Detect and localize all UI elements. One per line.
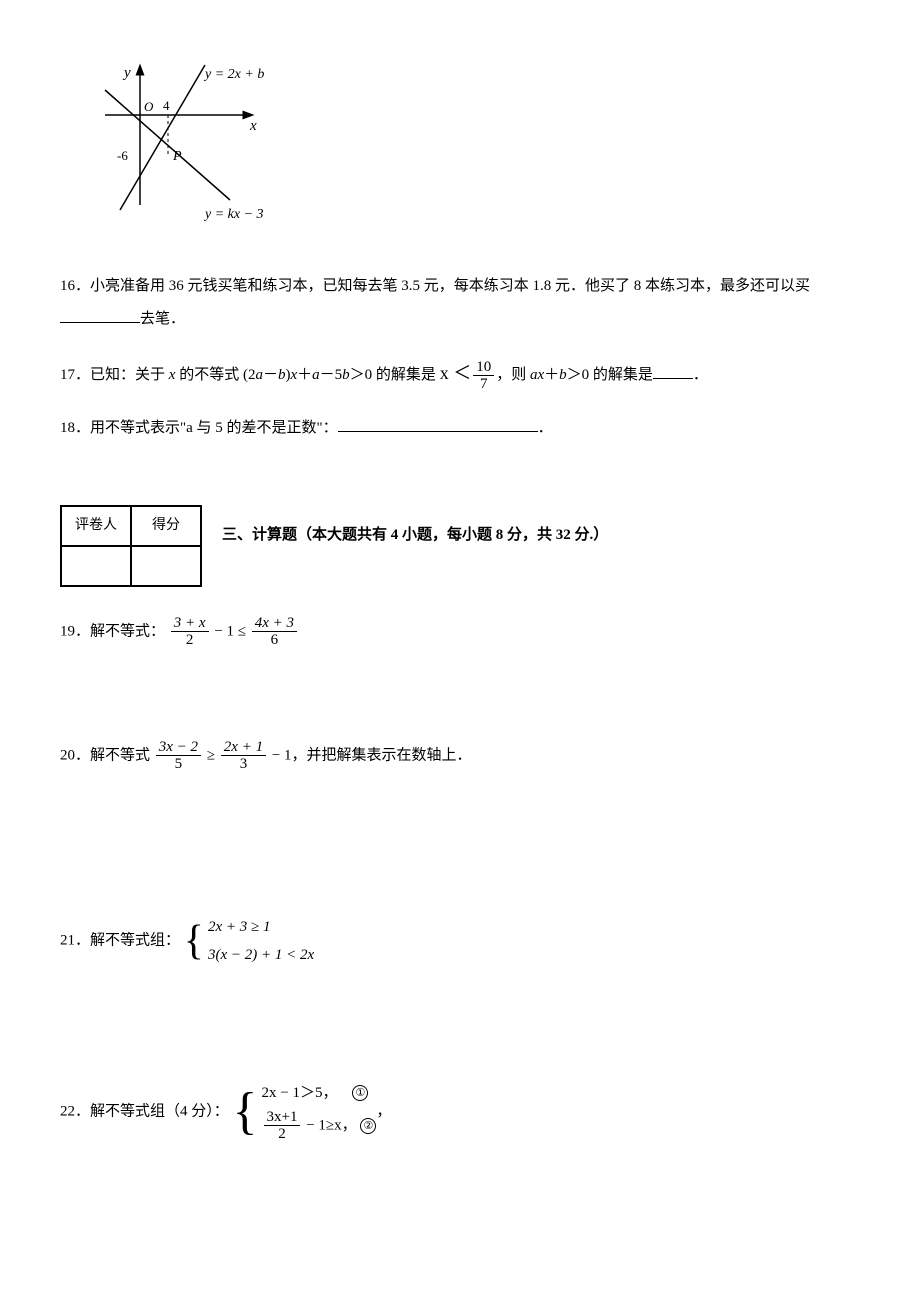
q17-number: 17． xyxy=(60,367,90,383)
line1-label: y = 2x + b xyxy=(203,67,264,82)
q17-t5: ＋ xyxy=(297,367,312,383)
q22-fd: 2 xyxy=(264,1126,301,1143)
q17-plus: ＋ xyxy=(544,367,559,383)
q17-frac-den: 7 xyxy=(473,376,494,393)
q21-system: { 2x + 3 ≥ 1 3(x − 2) + 1 < 2x xyxy=(184,913,314,969)
line2-label: y = kx − 3 xyxy=(203,207,264,222)
q17-t1: 已知：关于 xyxy=(90,367,169,383)
q17-b3: b xyxy=(559,367,567,383)
q22-text: 解不等式组（4 分）： xyxy=(90,1103,229,1119)
q20-f1n: 3x − 2 xyxy=(156,739,201,757)
q17-t8: ，则 xyxy=(496,367,530,383)
q19-number: 19． xyxy=(60,623,90,639)
q17-blank xyxy=(653,364,693,379)
q21-content: 2x + 3 ≥ 1 3(x − 2) + 1 < 2x xyxy=(208,913,314,969)
q20-frac1: 3x − 25 xyxy=(156,739,201,773)
q18-text: 用不等式表示"a 与 5 的差不是正数"： xyxy=(90,420,338,436)
question-19: 19．解不等式： 3 + x2 − 1 ≤ 4x + 36 xyxy=(60,615,860,649)
section-3-header: 评卷人 得分 三、计算题（本大题共有 4 小题，每小题 8 分，共 32 分.） xyxy=(60,475,860,597)
question-22: 22．解不等式组（4 分）： { 2x − 1＞5， ① 3x+12 − 1≥x… xyxy=(60,1079,860,1145)
q16-text-before: 小亮准备用 36 元钱买笔和练习本，已知每去笔 3.5 元，每本练习本 1.8 … xyxy=(90,278,810,294)
q20-mid: ≥ xyxy=(203,747,219,763)
q22-circled-1: ① xyxy=(352,1085,368,1101)
q20-number: 20． xyxy=(60,747,90,763)
section-3-title: 三、计算题（本大题共有 4 小题，每小题 8 分，共 32 分.） xyxy=(222,522,608,549)
q19-frac2: 4x + 36 xyxy=(252,615,297,649)
question-17: 17．已知：关于 x 的不等式 (2a－b)x＋a－5b＞0 的解集是 x ＜1… xyxy=(60,354,860,394)
q17-lt: x ＜ xyxy=(440,363,472,383)
q17-a1: a xyxy=(255,367,263,383)
q21-brace: { xyxy=(184,920,204,962)
q19-text: 解不等式： xyxy=(90,623,165,639)
q19-f1n: 3 + x xyxy=(171,615,209,633)
graph-figure: y x O 4 -6 P y = 2x + b y = kx − 3 xyxy=(90,60,860,240)
q22-brace: { xyxy=(233,1086,258,1138)
coordinate-graph: y x O 4 -6 P y = 2x + b y = kx − 3 xyxy=(90,60,280,230)
q17-t2: 的不等式 (2 xyxy=(175,367,255,383)
q22-system: { 2x − 1＞5， ① 3x+12 − 1≥x， ② xyxy=(233,1079,377,1145)
q16-text-after: 去笔． xyxy=(140,311,185,327)
q22-circled-2: ② xyxy=(360,1118,376,1134)
score-cell-1 xyxy=(61,546,131,586)
q20-f2d: 3 xyxy=(221,756,266,773)
x-tick-4: 4 xyxy=(163,98,170,113)
q19-frac1: 3 + x2 xyxy=(171,615,209,649)
origin-label: O xyxy=(144,99,154,114)
q22-l2-mid: − 1≥x， xyxy=(302,1117,356,1133)
q21-text: 解不等式组： xyxy=(90,932,180,948)
q17-t7: ＞0 的解集是 xyxy=(350,367,440,383)
q21-line1: 2x + 3 ≥ 1 xyxy=(208,913,314,941)
q22-frac: 3x+12 xyxy=(264,1109,301,1143)
score-header-1: 评卷人 xyxy=(61,506,131,546)
score-cell-2 xyxy=(131,546,201,586)
q22-fn: 3x+1 xyxy=(264,1109,301,1127)
q19-mid: − 1 ≤ xyxy=(211,623,250,639)
point-p-label: P xyxy=(172,149,182,164)
score-header-2: 得分 xyxy=(131,506,201,546)
q21-line2: 3(x − 2) + 1 < 2x xyxy=(208,941,314,969)
q16-blank xyxy=(60,308,140,323)
q19-f2d: 6 xyxy=(252,632,297,649)
q17-frac-num: 10 xyxy=(473,359,494,377)
question-18: 18．用不等式表示"a 与 5 的差不是正数"： ． xyxy=(60,412,860,445)
question-16: 16．小亮准备用 36 元钱买笔和练习本，已知每去笔 3.5 元，每本练习本 1… xyxy=(60,270,860,336)
y-tick-neg6: -6 xyxy=(117,148,128,163)
q22-number: 22． xyxy=(60,1103,90,1119)
score-table: 评卷人 得分 xyxy=(60,505,202,587)
question-20: 20．解不等式 3x − 25 ≥ 2x + 13 − 1，并把解集表示在数轴上… xyxy=(60,739,860,773)
q22-content: 2x − 1＞5， ① 3x+12 − 1≥x， ② xyxy=(262,1079,377,1145)
y-axis-label: y xyxy=(122,65,131,81)
q17-t6: －5 xyxy=(320,367,343,383)
q16-number: 16． xyxy=(60,278,90,294)
q20-f2n: 2x + 1 xyxy=(221,739,266,757)
q22-line1: 2x − 1＞5， ① xyxy=(262,1079,377,1107)
q17-period: ． xyxy=(693,367,708,383)
x-axis-label: x xyxy=(249,118,257,134)
q20-after: − 1，并把解集表示在数轴上． xyxy=(268,747,471,763)
q19-f2n: 4x + 3 xyxy=(252,615,297,633)
q18-period: ． xyxy=(538,420,553,436)
q18-number: 18． xyxy=(60,420,90,436)
q18-blank xyxy=(338,417,538,432)
q20-text: 解不等式 xyxy=(90,747,154,763)
q21-number: 21． xyxy=(60,932,90,948)
q17-b2: b xyxy=(342,367,350,383)
question-21: 21．解不等式组： { 2x + 3 ≥ 1 3(x − 2) + 1 < 2x xyxy=(60,913,860,969)
q22-comma: ， xyxy=(376,1103,391,1119)
q19-f1d: 2 xyxy=(171,632,209,649)
q17-t9: ＞0 的解集是 xyxy=(567,367,653,383)
q17-frac: 107 xyxy=(473,359,494,393)
q22-l1-expr: 2x − 1＞5， xyxy=(262,1085,338,1101)
q17-t3: － xyxy=(263,367,278,383)
q17-a2: a xyxy=(312,367,320,383)
q20-frac2: 2x + 13 xyxy=(221,739,266,773)
q22-line2: 3x+12 − 1≥x， ② xyxy=(262,1107,377,1145)
q20-f1d: 5 xyxy=(156,756,201,773)
